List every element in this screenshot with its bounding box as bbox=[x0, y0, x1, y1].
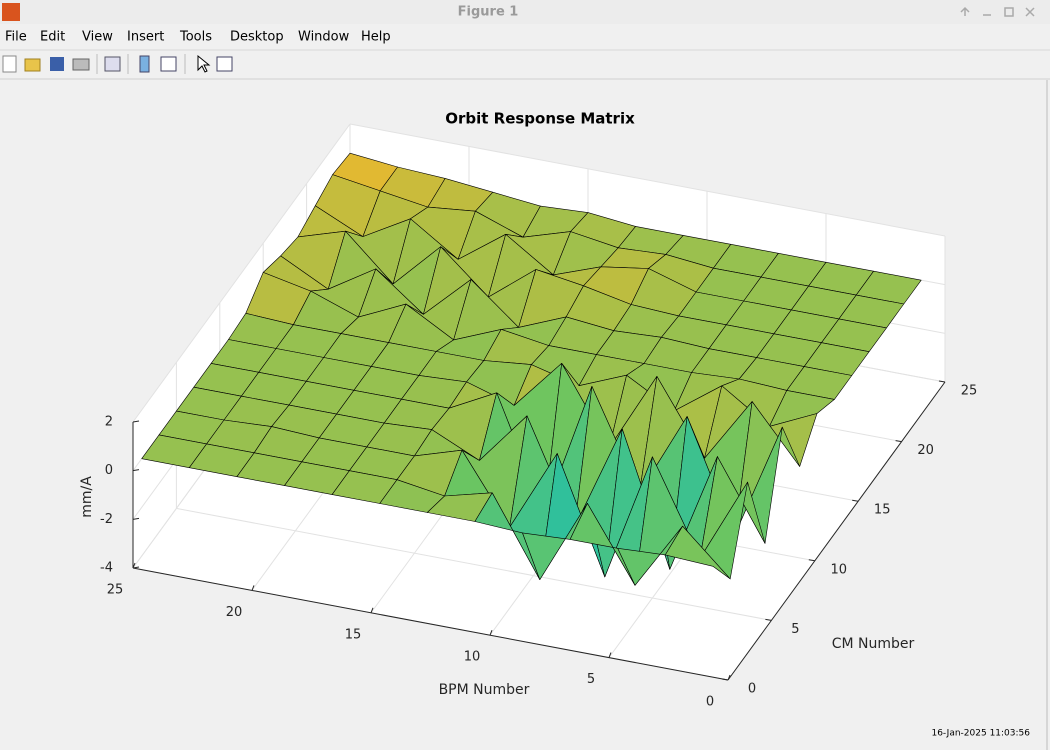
y-axis-label: CM Number bbox=[832, 636, 915, 652]
x-tick-label: 5 bbox=[587, 672, 595, 687]
z-tick bbox=[132, 420, 140, 423]
y-tick-label: 25 bbox=[961, 384, 978, 399]
close-button[interactable] bbox=[1025, 7, 1035, 17]
y-tick bbox=[765, 618, 772, 621]
grid-line bbox=[349, 123, 946, 237]
x-tick bbox=[132, 562, 136, 569]
x-tick bbox=[608, 652, 612, 658]
x-tick bbox=[727, 674, 731, 681]
x-tick-label: 25 bbox=[107, 583, 124, 598]
y-tick bbox=[938, 380, 946, 383]
new-icon[interactable] bbox=[2, 55, 17, 73]
open-icon[interactable] bbox=[24, 58, 41, 72]
x-tick-label: 0 bbox=[706, 695, 714, 710]
menu-item[interactable]: Insert bbox=[127, 30, 164, 45]
z-tick bbox=[132, 517, 140, 520]
menu-item[interactable]: Help bbox=[361, 30, 391, 45]
y-tick bbox=[852, 499, 859, 502]
x-axis-label: BPM Number bbox=[439, 682, 530, 698]
y-tick-label: 0 bbox=[748, 682, 756, 697]
chart-title: Orbit Response Matrix bbox=[445, 110, 635, 128]
y-tick bbox=[895, 440, 902, 443]
menu-item[interactable]: File bbox=[5, 30, 27, 45]
window-controls bbox=[960, 6, 1035, 17]
z-tick bbox=[132, 469, 140, 472]
y-axis bbox=[727, 381, 946, 681]
x-tick bbox=[251, 585, 255, 591]
x-tick-label: 10 bbox=[464, 650, 481, 665]
x-tick-label: 15 bbox=[345, 627, 362, 642]
z-tick-label: 0 bbox=[105, 463, 113, 478]
y-tick-label: 20 bbox=[917, 443, 934, 458]
maximize-button[interactable] bbox=[1004, 7, 1014, 17]
y-tick bbox=[721, 678, 729, 681]
z-tick-label: -2 bbox=[100, 512, 113, 527]
timestamp: 16-Jan-2025 11:03:56 bbox=[931, 729, 1030, 739]
grid-line bbox=[176, 507, 772, 621]
z-axis-label: mm/A bbox=[79, 476, 95, 518]
x-axis bbox=[132, 567, 729, 681]
menu-item[interactable]: Desktop bbox=[230, 30, 284, 45]
y-tick bbox=[808, 559, 815, 562]
print-icon[interactable] bbox=[72, 58, 90, 71]
y-tick-label: 15 bbox=[874, 503, 891, 518]
y-tick-label: 10 bbox=[831, 562, 848, 577]
window-title: Figure 1 bbox=[458, 5, 519, 20]
title-bar bbox=[0, 0, 1050, 24]
menus: File Edit View Insert Tools Desktop Window Help bbox=[5, 30, 391, 45]
z-tick-label: 2 bbox=[105, 415, 113, 430]
help-button[interactable] bbox=[960, 6, 970, 16]
z-tick bbox=[132, 566, 140, 569]
property-icon[interactable] bbox=[216, 56, 233, 72]
link-icon[interactable] bbox=[104, 56, 121, 72]
menu-bar bbox=[0, 24, 1050, 50]
legend-icon[interactable] bbox=[160, 56, 177, 72]
surface-face bbox=[665, 525, 731, 580]
menu-item[interactable]: View bbox=[82, 30, 113, 45]
menu-item[interactable]: Tools bbox=[179, 30, 212, 45]
app-icon bbox=[2, 3, 20, 21]
menu-item[interactable]: Window bbox=[298, 30, 350, 45]
save-icon[interactable] bbox=[50, 57, 64, 71]
pointer-icon[interactable] bbox=[197, 54, 211, 73]
z-tick-label: -4 bbox=[100, 561, 113, 576]
x-tick bbox=[370, 607, 374, 613]
colorbar-icon[interactable] bbox=[139, 55, 150, 73]
menu-item[interactable]: Edit bbox=[40, 30, 65, 45]
x-tick bbox=[489, 630, 493, 636]
x-tick-label: 20 bbox=[226, 605, 243, 620]
toolbar bbox=[2, 54, 233, 74]
y-tick-label: 5 bbox=[791, 622, 799, 637]
grid-line bbox=[132, 123, 351, 423]
